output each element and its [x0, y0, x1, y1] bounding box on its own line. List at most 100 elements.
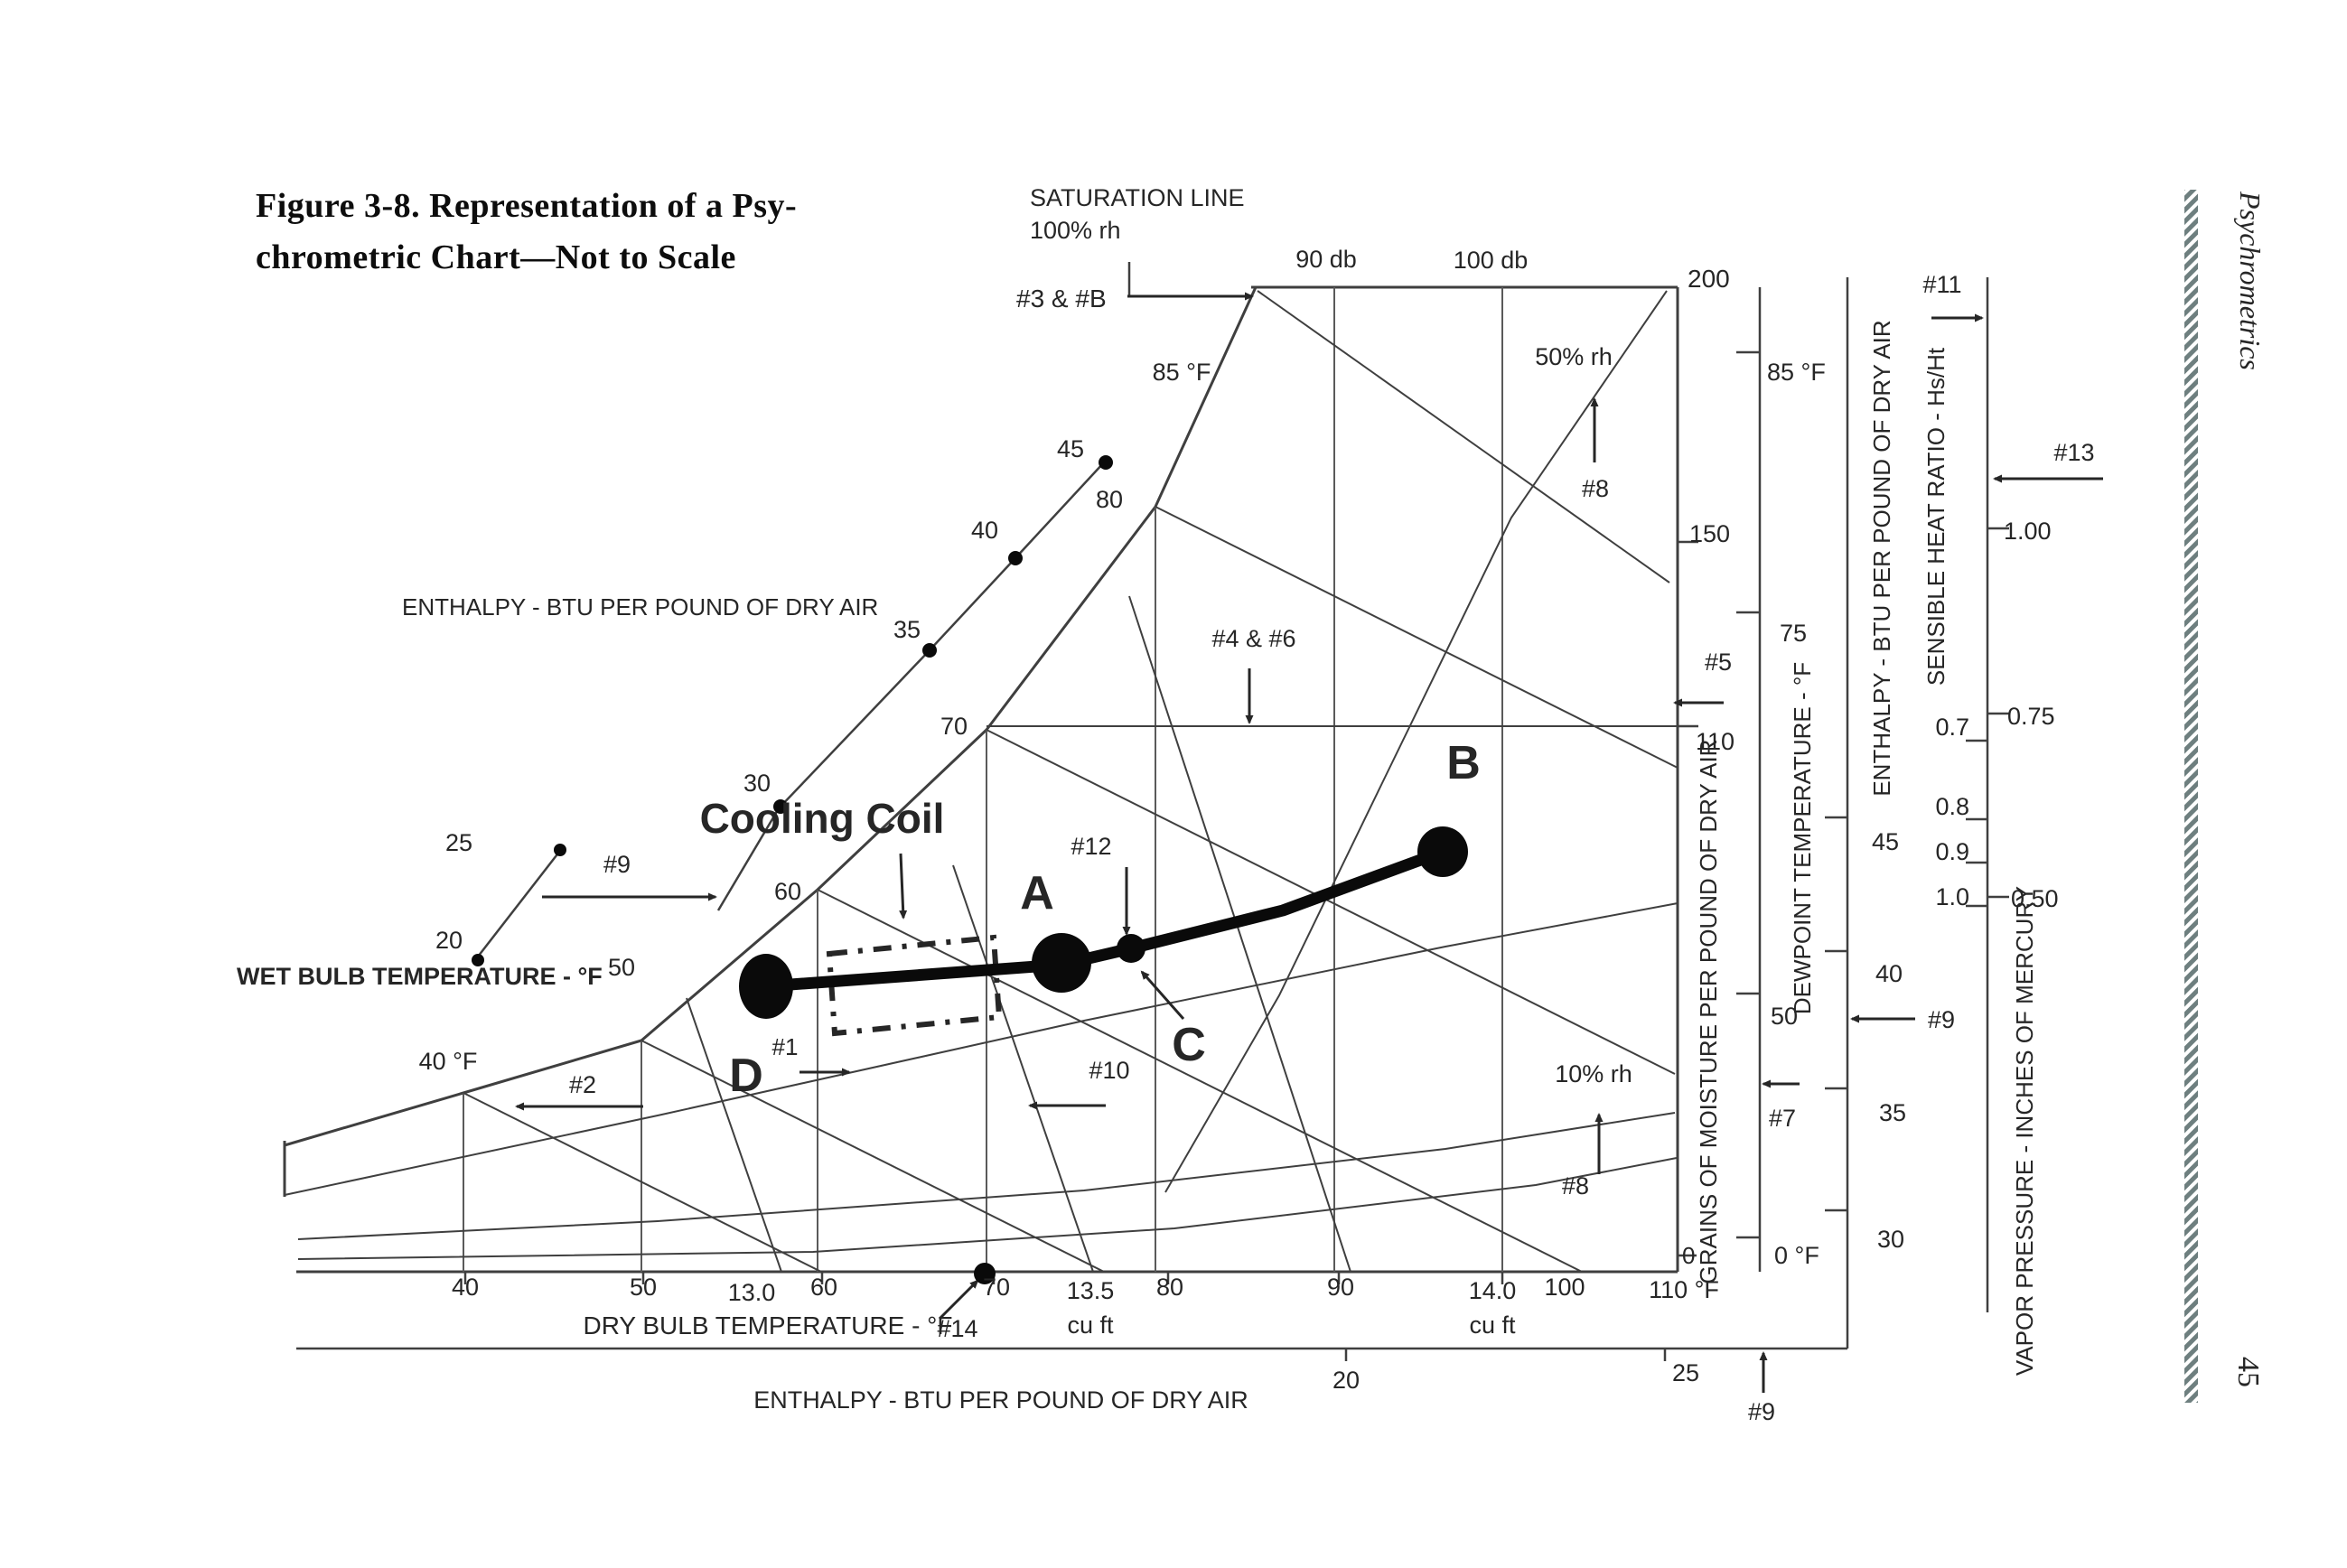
vapor-0-50: 0.50: [2011, 885, 2059, 912]
page-number: 45: [2231, 1357, 2265, 1387]
drybulb-100: 100: [1544, 1274, 1585, 1301]
figure-caption-line2: chrometric Chart—Not to Scale: [256, 238, 736, 276]
figure-caption-line1: Figure 3-8. Representation of a Psy-: [256, 187, 798, 225]
callout-14: #14: [937, 1315, 977, 1342]
volume-14-0: 14.0: [1469, 1277, 1517, 1304]
wetbulb-line-80: [1155, 506, 1678, 769]
label-cooling-coil: Cooling Coil: [700, 795, 945, 842]
volume-13-5: 13.5: [1067, 1277, 1115, 1304]
label-100-rh: 100% rh: [1030, 217, 1121, 244]
drybulb-axis-title: DRY BULB TEMPERATURE - °F: [584, 1311, 953, 1339]
volume-line-13-0: [686, 997, 782, 1273]
diagonal-to-150: [1257, 290, 1670, 583]
dewpoint-0: 0 °F: [1774, 1242, 1819, 1269]
rh-50-curve: [1164, 290, 1668, 1193]
callout-7: #7: [1769, 1105, 1796, 1132]
callout-2: #2: [569, 1071, 596, 1098]
drybulb-70: 70: [983, 1274, 1010, 1301]
figure-caption: Figure 3-8. Representation of a Psy- chr…: [256, 181, 978, 284]
enthalpy-scale-upper: [716, 462, 1105, 911]
drybulb-90: 90: [1327, 1274, 1354, 1301]
point-a-dot: [1032, 933, 1091, 993]
enthalpy-30: 30: [743, 770, 771, 797]
enthalpy-right-30: 30: [1877, 1226, 1904, 1253]
shr-0-7: 0.7: [1935, 714, 1969, 741]
callout-9-right: #9: [1928, 1006, 1955, 1033]
grains-axis-title: GRAINS OF MOISTURE PER POUND OF DRY AIR: [1695, 740, 1722, 1284]
wetbulb-80: 80: [1096, 486, 1123, 513]
enthalpy-scale-lower: [474, 846, 564, 961]
shr-axis-title: SENSIBLE HEAT RATIO - Hs/Ht: [1922, 347, 1950, 686]
vapor-axis-title: VAPOR PRESSURE - INCHES OF MERCURY: [2011, 886, 2038, 1376]
label-10-rh: 10% rh: [1555, 1060, 1632, 1087]
label-90-db: 90 db: [1295, 246, 1357, 273]
point-label-b: B: [1446, 737, 1481, 789]
grains-110: 110: [1696, 728, 1735, 755]
point-b-dot: [1417, 826, 1468, 877]
enthalpy-axis-title-left: ENTHALPY - BTU PER POUND OF DRY AIR: [402, 593, 878, 621]
enthalpy-25-dot: [554, 844, 566, 856]
callout-9-left: #9: [603, 851, 631, 878]
wetbulb-50: 50: [608, 954, 635, 981]
wetbulb-40: 40 °F: [419, 1048, 478, 1075]
callout-5: #5: [1705, 649, 1732, 676]
dewpoint-50: 50: [1771, 1003, 1798, 1030]
page-edge-hatch-bar: [2184, 190, 2198, 1403]
wetbulb-60: 60: [774, 878, 801, 905]
rh-10-curve-lower: [297, 1157, 1678, 1260]
cooling-coil-arrow: [899, 853, 908, 919]
callout-8-lower: #8: [1562, 1172, 1589, 1199]
callout-4-and-6: #4 & #6: [1211, 625, 1295, 652]
volume-unit-13-5: cu ft: [1067, 1311, 1114, 1339]
enthalpy-bottom-25: 25: [1672, 1359, 1699, 1386]
callout-13: #13: [2053, 439, 2094, 466]
enthalpy-right-35: 35: [1879, 1099, 1906, 1126]
vapor-0-75: 0.75: [2007, 703, 2055, 730]
shr-0-8: 0.8: [1935, 793, 1969, 820]
point-label-d: D: [729, 1050, 763, 1102]
enthalpy-40: 40: [971, 517, 998, 544]
volume-13-0: 13.0: [728, 1279, 776, 1306]
callout-12: #12: [1071, 833, 1111, 860]
enthalpy-axis-title-bottom: ENTHALPY - BTU PER POUND OF DRY AIR: [753, 1386, 1248, 1414]
point-label-a: A: [1020, 867, 1054, 919]
grains-150: 150: [1689, 520, 1730, 547]
drybulb-60: 60: [810, 1274, 837, 1301]
enthalpy-45-dot: [1099, 455, 1113, 470]
enthalpy-35-dot: [922, 643, 937, 658]
point-d-dot: [739, 954, 793, 1019]
vapor-1-00: 1.00: [2004, 518, 2052, 545]
enthalpy-20: 20: [435, 927, 463, 954]
wetbulb-axis-title: WET BULB TEMPERATURE - °F: [237, 963, 603, 990]
point-label-c: C: [1172, 1019, 1206, 1071]
shr-1-0: 1.0: [1935, 883, 1969, 910]
label-saturation-line: SATURATION LINE: [1030, 184, 1245, 211]
drybulb-80: 80: [1156, 1274, 1183, 1301]
rh-10-curve-upper: [297, 1112, 1676, 1240]
drybulb-40: 40: [452, 1274, 479, 1301]
enthalpy-axis-title-right: ENTHALPY - BTU PER POUND OF DRY AIR: [1868, 320, 1895, 796]
page-edge-chapter-title: Psychrometrics: [2234, 191, 2267, 370]
point-c-dot: [1117, 934, 1145, 963]
shr-0-9: 0.9: [1935, 838, 1969, 865]
enthalpy-25: 25: [445, 829, 472, 856]
point-c-arrow: [1140, 970, 1185, 1020]
drybulb-50: 50: [630, 1274, 657, 1301]
wetbulb-line-70: [986, 729, 1676, 1075]
callout-3-and-b: #3 & #B: [1016, 285, 1107, 313]
dewpoint-axis-title: DEWPOINT TEMPERATURE - °F: [1789, 662, 1816, 1014]
wetbulb-70: 70: [940, 713, 968, 740]
process-line-d-a-c-b: [760, 845, 1449, 993]
dewpoint-75: 75: [1780, 620, 1807, 647]
volume-line-14-0: [1128, 595, 1351, 1273]
callout-10: #10: [1089, 1057, 1129, 1084]
enthalpy-30-dot: [773, 799, 788, 814]
wetbulb-line-60: [817, 889, 1583, 1273]
enthalpy-right-45: 45: [1872, 828, 1899, 855]
dewpoint-85: 85 °F: [1767, 359, 1826, 386]
enthalpy-bottom-20: 20: [1332, 1367, 1360, 1394]
drybulb-110: 110 °F: [1649, 1276, 1719, 1303]
wetbulb-line-50: [641, 1040, 1105, 1273]
volume-unit-14-0: cu ft: [1469, 1311, 1516, 1339]
